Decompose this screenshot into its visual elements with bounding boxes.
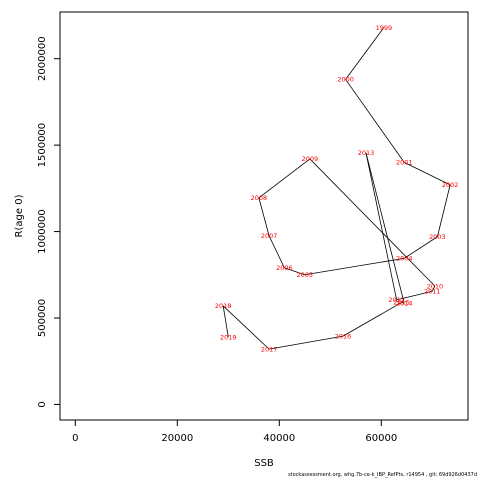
point-label-2002: 2002 (442, 181, 459, 189)
series-segment (401, 302, 405, 304)
y-tick-label: 0 (37, 401, 48, 407)
point-label-2014: 2014 (396, 300, 413, 308)
point-label-1999: 1999 (376, 24, 393, 32)
point-label-2011: 2011 (424, 288, 441, 296)
series-path (222, 27, 451, 350)
x-axis-title: SSB (254, 458, 274, 469)
point-label-2017: 2017 (261, 345, 278, 353)
y-tick-label: 2000000 (37, 36, 48, 81)
point-label-2003: 2003 (429, 233, 446, 241)
point-label-2001: 2001 (396, 159, 413, 167)
point-label-2004: 2004 (396, 255, 413, 263)
series-segment (396, 290, 433, 301)
point-label-2010: 2010 (427, 282, 444, 290)
x-tick-label: 0 (72, 433, 78, 444)
point-label-2007: 2007 (261, 232, 278, 240)
series-segment (431, 285, 436, 292)
y-tick-label: 500000 (37, 299, 48, 337)
x-axis: 0 20000 40000 60000 (72, 419, 397, 444)
point-label-2006: 2006 (276, 264, 293, 272)
series-segment (258, 158, 311, 199)
point-label-2009: 2009 (302, 155, 319, 163)
series-segment (365, 152, 397, 300)
series-segment (309, 158, 436, 287)
series-segment (345, 27, 385, 80)
series-segment (404, 162, 451, 186)
series-segment (284, 267, 305, 276)
series-segment (365, 152, 405, 304)
x-tick-label: 20000 (161, 433, 193, 444)
series-segment (304, 257, 405, 276)
series-segment (222, 305, 270, 350)
point-label-2012: 2012 (388, 296, 405, 304)
point-label-2019: 2019 (220, 333, 237, 341)
point-label-2018: 2018 (215, 302, 232, 310)
y-tick-label: 1500000 (37, 123, 48, 168)
series-segment (342, 302, 402, 337)
series-segment (345, 79, 405, 163)
series-segment (268, 235, 285, 269)
series-segment (222, 305, 229, 338)
footer-source: stockassessment.org, whg.7b-ce-k_IBP_Ref… (288, 472, 477, 478)
x-tick-label: 40000 (263, 433, 295, 444)
point-label-2008: 2008 (251, 194, 268, 202)
point-label-2000: 2000 (337, 76, 354, 84)
point-label-2005: 2005 (297, 271, 314, 279)
series-segment (258, 197, 270, 236)
point-labels: 1999 2000 2001 2002 2003 2004 2005 2006 2007 2008… (215, 24, 458, 354)
series-segment (404, 236, 438, 259)
point-label-2016: 2016 (335, 332, 352, 340)
y-axis-title: R(age 0) (14, 194, 25, 237)
point-label-2013: 2013 (358, 149, 375, 157)
series-segment (437, 184, 451, 237)
y-axis: 0 500000 1000000 1500000 2000000 (37, 36, 61, 408)
y-tick-label: 1000000 (37, 209, 48, 254)
series-segment (269, 335, 344, 350)
x-tick-label: 60000 (365, 433, 397, 444)
point-label-2015: 2015 (393, 299, 410, 307)
